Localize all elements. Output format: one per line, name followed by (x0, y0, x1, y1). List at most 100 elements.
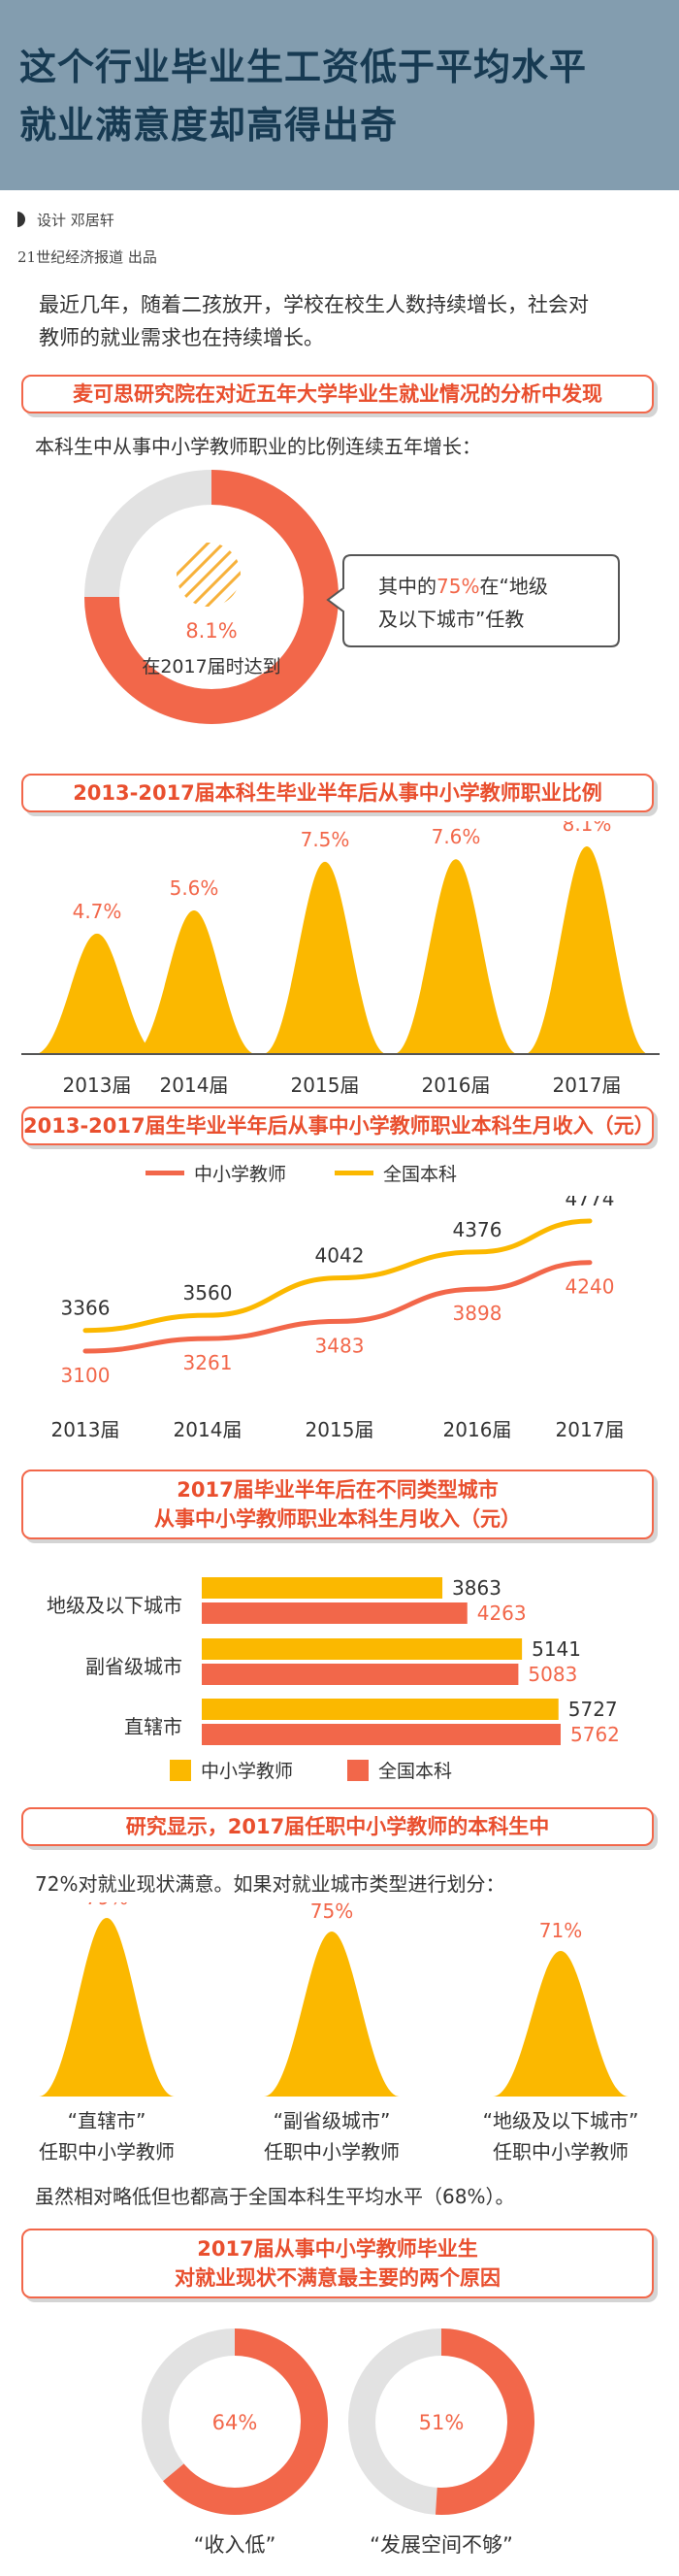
ratio-peak (35, 933, 159, 1054)
income-data-label: 3560 (183, 1281, 233, 1305)
intro-line2: 教师的就业需求也在持续增长。 (39, 326, 324, 349)
legend-item: 全国本科 (335, 1160, 457, 1186)
legend-line-swatch (335, 1171, 373, 1175)
satisfaction-peak (39, 1918, 175, 2097)
income-series-line (82, 1218, 593, 1334)
satisfaction-category-line2: 任职中小学教师 (264, 2140, 400, 2163)
callout-box (326, 554, 620, 647)
dissatisfaction-reasons-chart: 64% “收入低” 51% “发展空间不够” (142, 2328, 534, 2557)
satisfaction-data-label: 75% (310, 1902, 353, 1923)
donut-value: 8.1% (185, 619, 237, 643)
callout-line1: 其中的75%在“地级 (378, 575, 548, 598)
city-income-label: 5727 (568, 1698, 618, 1721)
income-data-label: 4774 (566, 1196, 615, 1210)
ratio-peak (263, 861, 387, 1054)
satisfaction-peak (264, 1932, 400, 2097)
city-income-label: 4263 (477, 1602, 527, 1625)
income-year-label: 2017届 (556, 1418, 625, 1441)
reason-label: “发展空间不够” (370, 2533, 513, 2557)
satisfaction-category-line1: “副省级城市” (274, 2109, 391, 2132)
satisfaction-category-line1: “地级及以下城市” (483, 2109, 639, 2132)
reason-donut-value: 64% (212, 2411, 258, 2434)
section4-banner: 2017届毕业半年后在不同类型城市 从事中小学教师职业本科生月收入（元） (21, 1470, 654, 1539)
legend-line-swatch (146, 1171, 184, 1175)
section5-footer: 虽然相对略低但也都高于全国本科生平均水平（68%）。 (35, 2185, 515, 2208)
income-data-label: 3483 (315, 1334, 365, 1357)
city-income-bar (202, 1699, 559, 1720)
design-credit: 设计 邓居轩 (37, 212, 114, 229)
city-income-label: 5762 (570, 1723, 620, 1746)
legend-item: 全国本科 (347, 1757, 452, 1783)
satisfaction-category-line2: 任职中小学教师 (39, 2140, 175, 2163)
design-marker-icon (17, 212, 29, 227)
income-data-label: 4376 (453, 1218, 502, 1241)
ratio-data-label: 7.6% (432, 825, 481, 848)
city-category-label: 副省级城市 (85, 1655, 182, 1678)
donut-share-arc (84, 470, 339, 724)
city-income-label: 5083 (528, 1663, 577, 1686)
ratio-year-label: 2016届 (422, 1073, 491, 1097)
ratio-data-label: 4.7% (73, 900, 122, 923)
reason-donut-value: 51% (419, 2411, 465, 2434)
ratio-data-label: 7.5% (301, 828, 350, 851)
income-data-label: 3100 (61, 1364, 111, 1387)
legend-square-swatch (347, 1759, 369, 1781)
legend-label: 中小学教师 (201, 1761, 294, 1782)
income-data-label: 3261 (183, 1351, 233, 1374)
section5-text: 72%对就业现状满意。如果对就业城市类型进行划分： (35, 1872, 505, 1896)
ratio-peak (525, 846, 649, 1054)
city-category-label: 地级及以下城市 (47, 1594, 182, 1617)
intro-line1: 最近几年，随着二孩放开，学校在校生人数持续增长，社会对 (39, 293, 589, 316)
section2-banner: 2013-2017届本科生毕业半年后从事中小学教师职业比例 (21, 774, 654, 812)
legend-square-swatch (170, 1759, 191, 1781)
legend-item: 中小学教师 (170, 1757, 293, 1783)
legend-item: 中小学教师 (146, 1160, 286, 1186)
ratio-year-label: 2015届 (291, 1073, 360, 1097)
share-donut-chart: 8.1% 在2017届时达到 其中的75%在“地级 及以下城市”任教 (84, 470, 620, 724)
ratio-year-label: 2014届 (160, 1073, 229, 1097)
city-income-bar (202, 1602, 468, 1624)
reason-donut-arc (435, 2328, 534, 2515)
section1-banner: 麦可思研究院在对近五年大学毕业生就业情况的分析中发现 (21, 375, 654, 413)
city-category-label: 直辖市 (124, 1715, 182, 1738)
satisfaction-data-label: 79% (85, 1902, 128, 1909)
callout-line2: 及以下城市”任教 (378, 608, 524, 631)
satisfaction-category-line2: 任职中小学教师 (493, 2140, 629, 2163)
ratio-peak (394, 859, 518, 1054)
ratio-data-label: 5.6% (170, 876, 219, 900)
satisfaction-chart: 79% “直辖市” 任职中小学教师 75% “副省级城市” 任职中小学教师 71% “地级及以… (39, 1902, 639, 2163)
income-data-label: 3366 (61, 1297, 111, 1320)
legend-label: 中小学教师 (194, 1164, 287, 1185)
section5-banner: 研究显示，2017届任职中小学教师的本科生中 (21, 1807, 654, 1846)
teacher-ratio-chart: 4.7% 2013届 5.6% 2014届 7.5% 2015届 7.6% 2016届 8.1%… (21, 821, 660, 1097)
section3-banner: 2013-2017届生毕业半年后从事中小学教师职业本科生月收入（元） (21, 1106, 655, 1145)
income-year-label: 2016届 (443, 1418, 512, 1441)
satisfaction-category-line1: “直辖市” (68, 2109, 146, 2132)
income-data-label: 4240 (566, 1275, 615, 1299)
legend-label: 全国本科 (378, 1761, 453, 1782)
publisher-credit: 21世纪经济报道 出品 (17, 248, 157, 266)
city-income-bar (202, 1724, 561, 1745)
income-data-label: 4042 (315, 1244, 365, 1268)
city-income-label: 5141 (532, 1637, 581, 1661)
income-year-label: 2013届 (51, 1418, 120, 1441)
city-income-bar (202, 1664, 519, 1685)
header-banner (0, 0, 679, 190)
satisfaction-peak (493, 1951, 629, 2097)
satisfaction-data-label: 71% (539, 1919, 582, 1942)
reason-donut-arc (163, 2328, 328, 2515)
ratio-year-label: 2013届 (63, 1073, 132, 1097)
income-line-legend: 中小学教师 全国本科 (0, 1158, 679, 1193)
legend-label: 全国本科 (383, 1164, 458, 1185)
ratio-year-label: 2017届 (553, 1073, 622, 1097)
reason-label: “收入低” (194, 2533, 276, 2557)
income-year-label: 2014届 (174, 1418, 242, 1441)
donut-caption: 在2017届时达到 (142, 656, 280, 677)
city-income-legend: 中小学教师 全国本科 (0, 1755, 679, 1790)
income-line-chart: 3100 3261 3483 3898 4240 3366 3560 4042 4376 4774… (51, 1196, 625, 1441)
city-income-bar (202, 1577, 443, 1599)
income-series-line (82, 1260, 593, 1354)
ratio-data-label: 8.1% (563, 821, 612, 836)
page-title-line1: 这个行业毕业生工资低于平均水平 (19, 46, 588, 88)
income-year-label: 2015届 (306, 1418, 374, 1441)
